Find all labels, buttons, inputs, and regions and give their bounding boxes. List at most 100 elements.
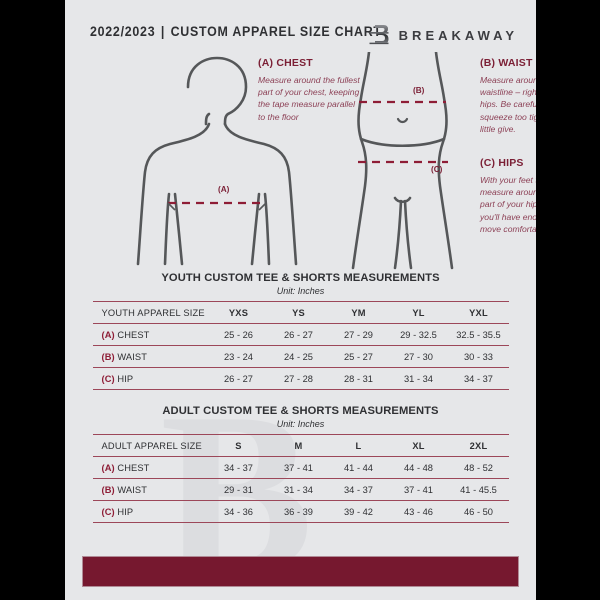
adult-row-tag-1: (B) xyxy=(101,484,115,495)
youth-cell-0-3: 29 - 32.5 xyxy=(388,323,449,346)
youth-cell-0-1: 26 - 27 xyxy=(268,323,329,346)
adult-size-header-2: L xyxy=(328,434,389,457)
adult-cell-0-1: 37 - 41 xyxy=(268,456,329,479)
youth-cell-1-4: 30 - 33 xyxy=(448,345,509,368)
adult-row-label-2: (C) HIP xyxy=(92,500,209,523)
adult-size-header-3: XL xyxy=(388,434,449,457)
adult-row-tag-0: (A) xyxy=(101,462,115,473)
youth-size-header-1: YS xyxy=(268,301,329,324)
adult-size-header-0: S xyxy=(208,434,269,457)
measurement-illustration: (A) (B) (C) (A) CHEST Measure around the… xyxy=(65,52,536,274)
adult-measurements-section: ADULT CUSTOM TEE & SHORTS MEASUREMENTS U… xyxy=(65,405,536,523)
annotation-hips: (C) HIPS With your feet together, measur… xyxy=(480,157,536,235)
youth-cell-1-3: 27 - 30 xyxy=(388,345,449,368)
youth-row-tag-2: (C) xyxy=(101,373,115,384)
youth-cell-1-2: 25 - 27 xyxy=(328,345,389,368)
youth-row-label-0: (A) CHEST xyxy=(92,323,209,346)
youth-table-unit: Unit: Inches xyxy=(276,286,325,296)
youth-row-name-0: CHEST xyxy=(117,329,150,340)
annotation-chest-name: CHEST xyxy=(276,57,313,69)
brand-lockup: BREAKAWAY xyxy=(368,18,518,52)
youth-cell-2-4: 34 - 37 xyxy=(448,367,509,390)
size-chart-page: B 2022/2023 | CUSTOM APPAREL SIZE CHART xyxy=(65,0,536,600)
breakaway-b-monogram-icon xyxy=(369,25,389,45)
tape-label-b: (B) xyxy=(413,86,425,95)
adult-cell-2-4: 46 - 50 xyxy=(448,500,509,523)
adult-size-table: ADULT APPAREL SIZE S M L XL 2XL (A) CHES… xyxy=(92,434,509,523)
page-title: 2022/2023 | CUSTOM APPAREL SIZE CHART xyxy=(90,24,382,39)
youth-size-table: YOUTH APPAREL SIZE YXS YS YM YL YXL (A) … xyxy=(92,301,509,390)
adult-cell-2-2: 39 - 42 xyxy=(328,500,389,523)
annotation-waist-title: (B) WAIST xyxy=(480,57,536,69)
adult-cell-1-4: 41 - 45.5 xyxy=(448,478,509,501)
annotation-hips-title: (C) HIPS xyxy=(480,157,536,169)
annotation-chest-body: Measure around the fullest part of your … xyxy=(258,75,360,122)
tape-label-c: (C) xyxy=(431,165,443,174)
adult-row-name-0: CHEST xyxy=(117,462,150,473)
adult-row-name-1: WAIST xyxy=(117,484,147,495)
adult-row-header-label: ADULT APPAREL SIZE xyxy=(92,434,209,457)
youth-row-header-label: YOUTH APPAREL SIZE xyxy=(92,301,209,324)
adult-cell-1-1: 31 - 34 xyxy=(268,478,329,501)
adult-row-name-2: HIP xyxy=(117,506,134,517)
chest-tape-line xyxy=(167,201,267,211)
youth-row-label-1: (B) WAIST xyxy=(92,345,209,368)
annotation-hips-name: HIPS xyxy=(498,157,524,169)
adult-cell-0-0: 34 - 37 xyxy=(208,456,269,479)
adult-cell-0-2: 41 - 44 xyxy=(328,456,389,479)
adult-cell-1-3: 37 - 41 xyxy=(388,478,449,501)
youth-cell-2-0: 26 - 27 xyxy=(208,367,269,390)
youth-cell-2-3: 31 - 34 xyxy=(388,367,449,390)
page-header: 2022/2023 | CUSTOM APPAREL SIZE CHART BREA… xyxy=(65,18,536,52)
header-title-text: CUSTOM APPAREL SIZE CHART xyxy=(170,24,382,39)
table-header-row: YOUTH APPAREL SIZE YXS YS YM YL YXL xyxy=(92,301,509,324)
table-row: (C) HIP 34 - 36 36 - 39 39 - 42 43 - 46 … xyxy=(92,500,509,523)
annotation-waist-name: WAIST xyxy=(498,57,533,69)
brand-name: BREAKAWAY xyxy=(398,27,518,43)
adult-table-title: ADULT CUSTOM TEE & SHORTS MEASUREMENTS xyxy=(162,405,439,417)
youth-row-name-2: HIP xyxy=(117,373,134,384)
adult-cell-1-0: 29 - 31 xyxy=(208,478,269,501)
upper-body-torso-figure xyxy=(136,56,298,266)
table-header-row: ADULT APPAREL SIZE S M L XL 2XL xyxy=(92,434,509,457)
youth-table-title: YOUTH CUSTOM TEE & SHORTS MEASUREMENTS xyxy=(161,272,440,284)
youth-row-tag-1: (B) xyxy=(101,351,115,362)
youth-size-header-4: YXL xyxy=(448,301,509,324)
youth-measurements-section: YOUTH CUSTOM TEE & SHORTS MEASUREMENTS U… xyxy=(65,272,536,390)
annotation-waist-tag: (B) xyxy=(480,57,496,69)
annotation-waist-body: Measure around your natural waistline – … xyxy=(480,75,536,134)
youth-cell-0-2: 27 - 29 xyxy=(328,323,389,346)
header-season: 2022/2023 xyxy=(90,24,156,39)
adult-cell-2-3: 43 - 46 xyxy=(388,500,449,523)
adult-cell-0-3: 44 - 48 xyxy=(388,456,449,479)
adult-row-label-1: (B) WAIST xyxy=(92,478,209,501)
youth-cell-0-0: 25 - 26 xyxy=(208,323,269,346)
table-row: (B) WAIST 29 - 31 31 - 34 34 - 37 37 - 4… xyxy=(92,478,509,501)
adult-cell-1-2: 34 - 37 xyxy=(328,478,389,501)
annotation-chest-title: (A) CHEST xyxy=(258,57,362,69)
youth-cell-1-0: 23 - 24 xyxy=(208,345,269,368)
annotation-hips-body: With your feet together, measure around … xyxy=(480,175,536,234)
youth-size-header-2: YM xyxy=(328,301,389,324)
annotation-hips-tag: (C) xyxy=(480,157,496,169)
annotation-chest: (A) CHEST Measure around the fullest par… xyxy=(258,57,362,123)
annotation-waist: (B) WAIST Measure around your natural wa… xyxy=(480,57,536,135)
adult-row-label-0: (A) CHEST xyxy=(92,456,209,479)
table-row: (C) HIP 26 - 27 27 - 28 28 - 31 31 - 34 … xyxy=(92,367,509,390)
header-separator: | xyxy=(160,24,166,39)
adult-cell-2-0: 34 - 36 xyxy=(208,500,269,523)
adult-row-tag-2: (C) xyxy=(101,506,115,517)
table-row: (B) WAIST 23 - 24 24 - 25 25 - 27 27 - 3… xyxy=(92,345,509,368)
adult-size-header-1: M xyxy=(268,434,329,457)
youth-size-header-0: YXS xyxy=(208,301,269,324)
adult-cell-2-1: 36 - 39 xyxy=(268,500,329,523)
youth-cell-1-1: 24 - 25 xyxy=(268,345,329,368)
youth-row-name-1: WAIST xyxy=(117,351,147,362)
youth-row-tag-0: (A) xyxy=(101,329,115,340)
table-row: (A) CHEST 34 - 37 37 - 41 41 - 44 44 - 4… xyxy=(92,456,509,479)
youth-row-label-2: (C) HIP xyxy=(92,367,209,390)
youth-cell-2-2: 28 - 31 xyxy=(328,367,389,390)
annotation-chest-tag: (A) xyxy=(258,57,274,69)
adult-table-unit: Unit: Inches xyxy=(276,419,325,429)
youth-cell-2-1: 27 - 28 xyxy=(268,367,329,390)
